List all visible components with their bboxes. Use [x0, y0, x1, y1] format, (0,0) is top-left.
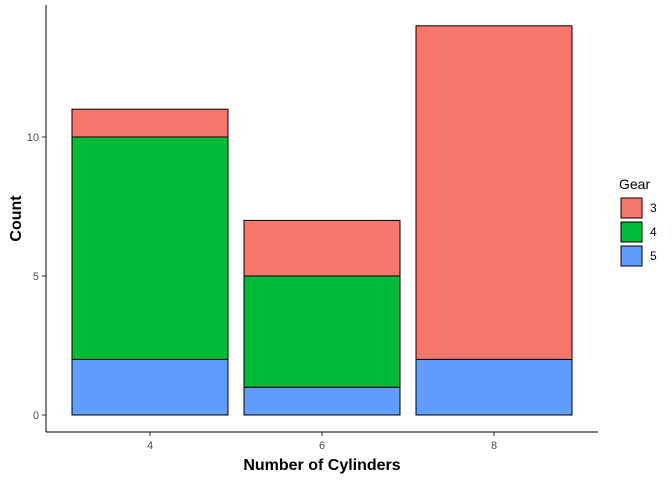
- x-ticks: 4 6 8: [147, 432, 497, 452]
- y-tick-label: 10: [27, 132, 39, 144]
- legend-label-gear-5: 5: [650, 249, 657, 263]
- legend-title: Gear: [619, 176, 650, 192]
- x-tick-label: 8: [491, 440, 497, 452]
- x-axis-title: Number of Cylinders: [243, 457, 400, 474]
- bar-cyl-4-gear-3: [71, 108, 229, 138]
- bar-cyl-6-gear-5: [243, 386, 401, 416]
- y-tick-label: 0: [33, 410, 39, 422]
- x-tick-label: 6: [319, 440, 325, 452]
- bar-cyl-4-gear-5: [71, 358, 229, 416]
- bars-layer: [71, 25, 573, 416]
- legend-swatch-gear-4: [620, 221, 643, 243]
- y-tick-label: 5: [33, 271, 39, 283]
- legend-label-gear-4: 4: [650, 225, 657, 239]
- bar-cyl-8-gear-3: [415, 25, 573, 360]
- bar-cyl-8-gear-5: [415, 358, 573, 416]
- legend: Gear 3 4 5: [619, 176, 657, 267]
- y-ticks: 0 5 10: [27, 132, 46, 422]
- x-tick-label: 4: [147, 440, 153, 452]
- bar-cyl-6-gear-3: [243, 219, 401, 277]
- y-axis-title: Count: [8, 195, 25, 242]
- bar-cyl-6-gear-4: [243, 275, 401, 388]
- legend-label-gear-3: 3: [650, 201, 657, 215]
- legend-items: 3 4 5: [620, 197, 657, 267]
- bar-cyl-4-gear-4: [71, 136, 229, 360]
- legend-swatch-gear-3: [620, 197, 643, 219]
- legend-swatch-gear-5: [620, 245, 643, 267]
